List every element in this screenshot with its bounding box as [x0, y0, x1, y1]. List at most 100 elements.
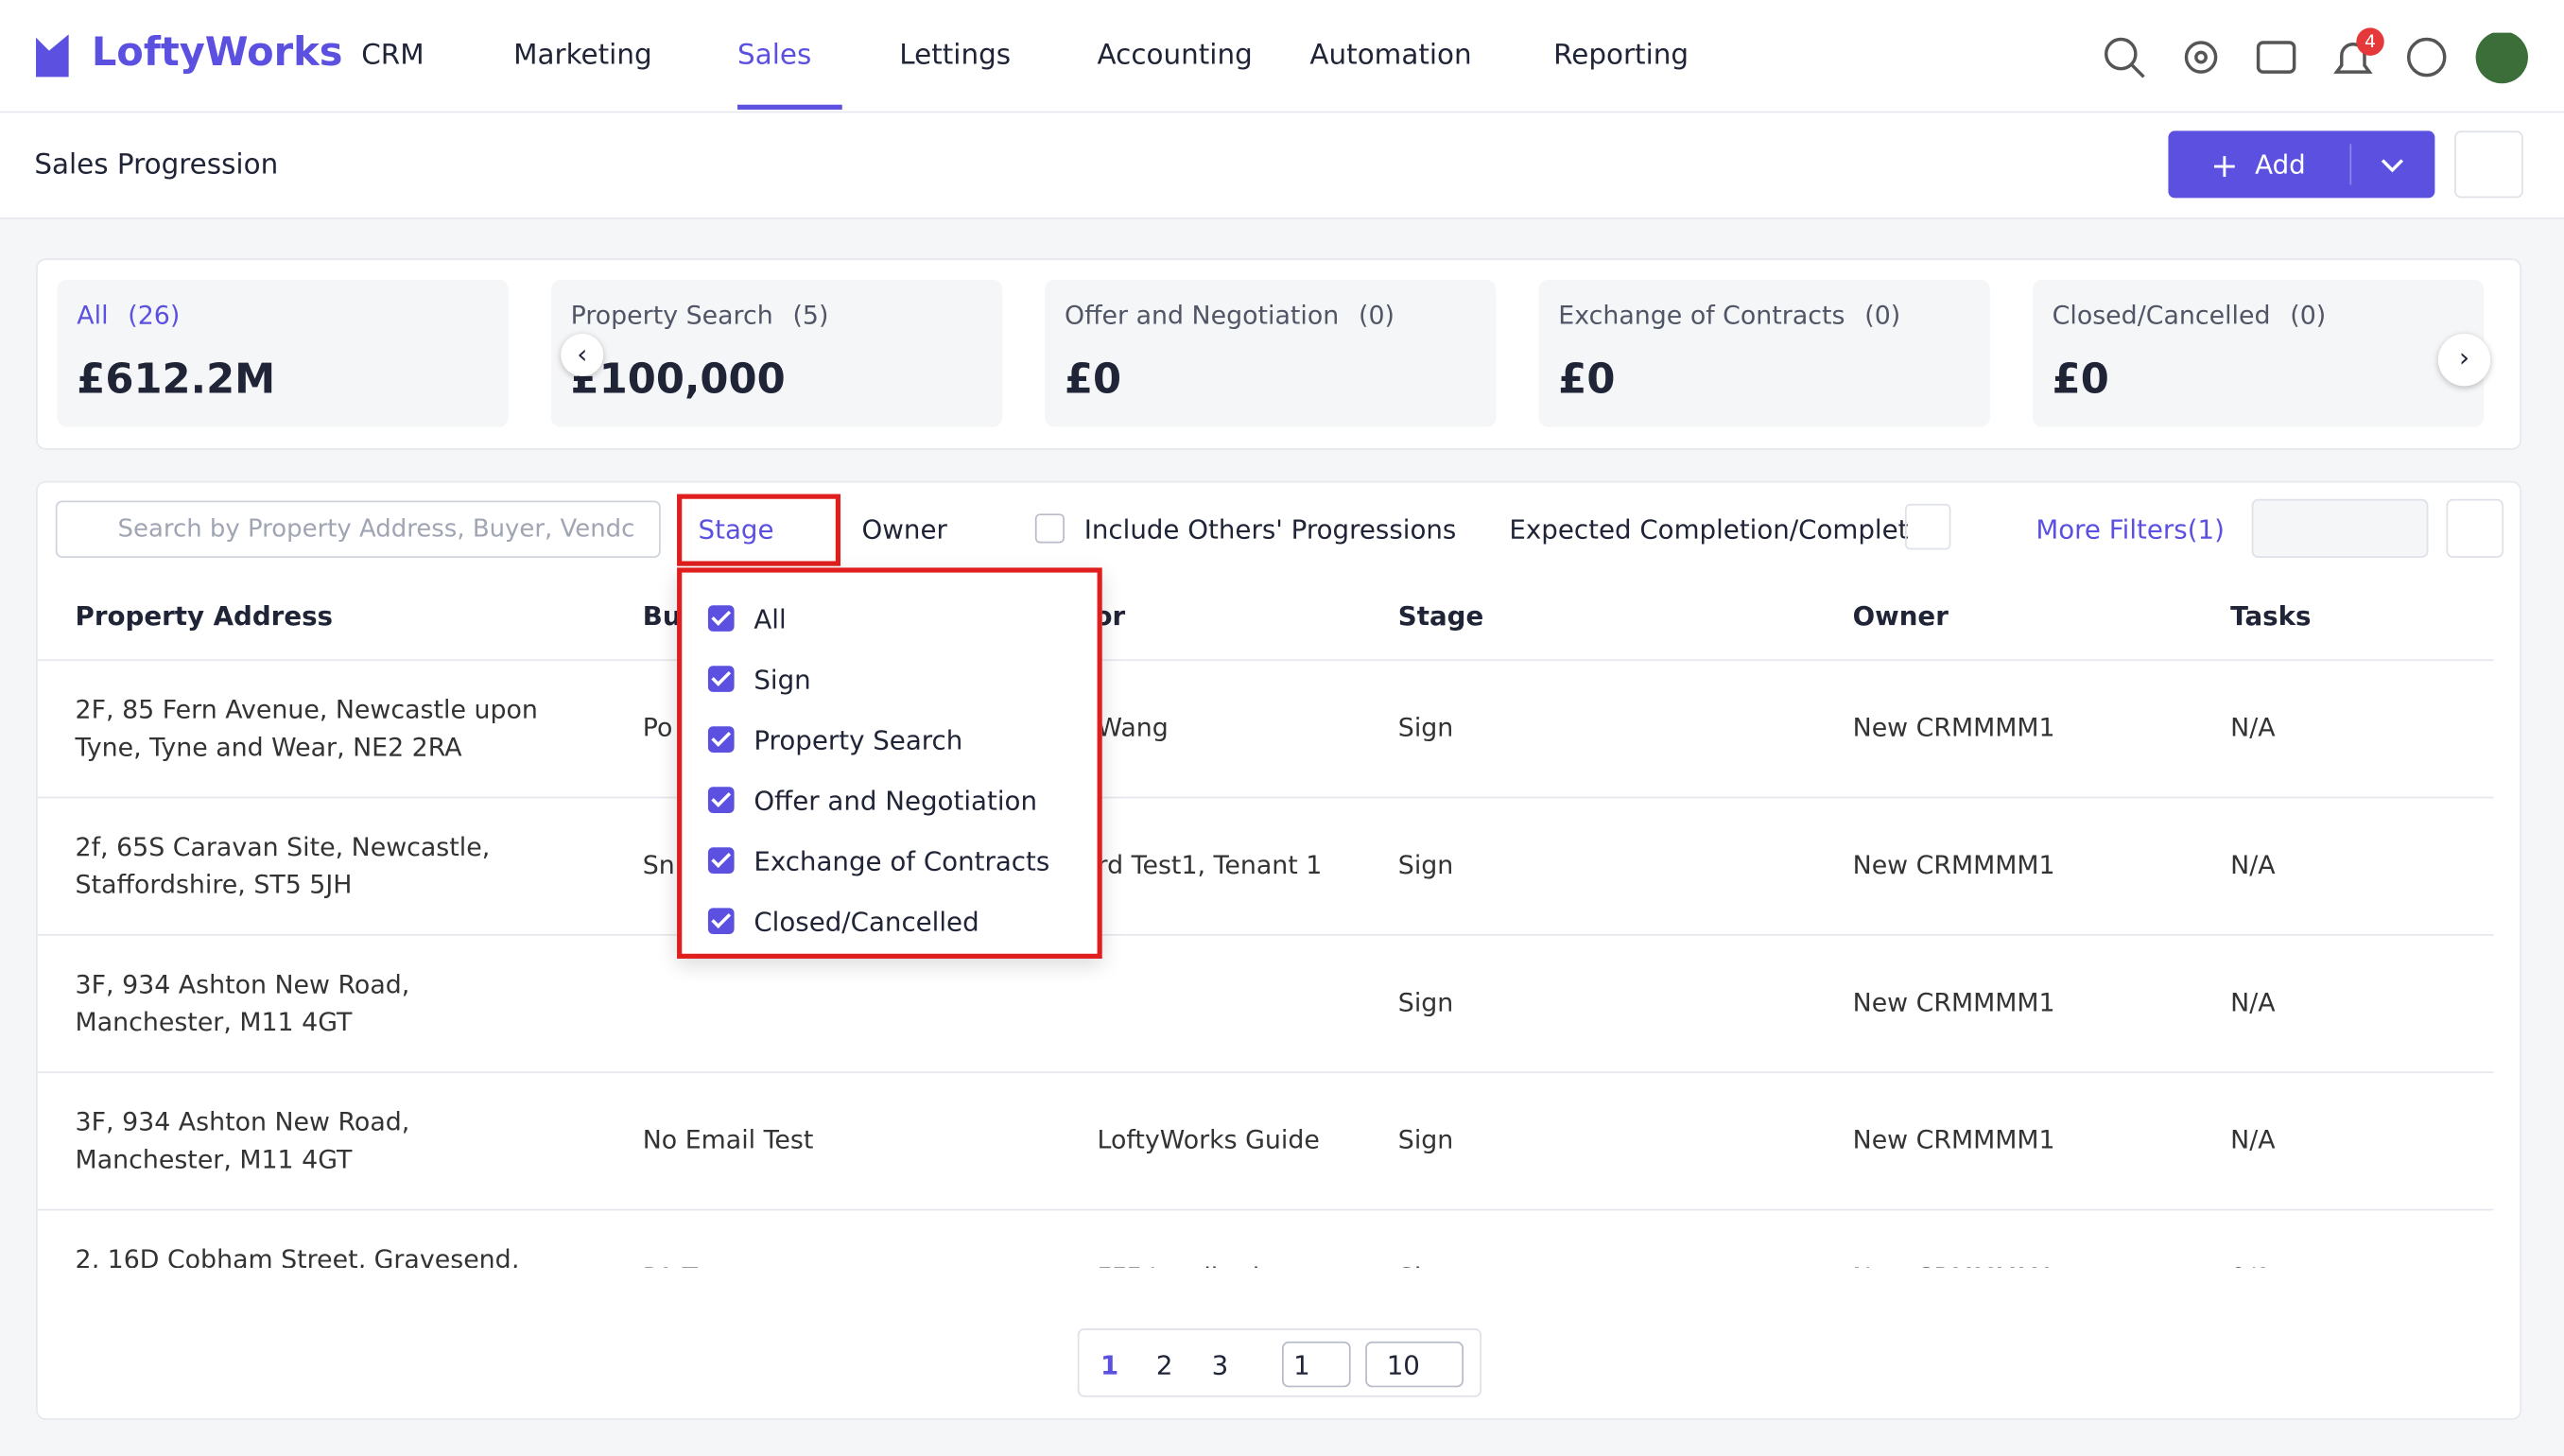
dropdown-option[interactable]: Closed/Cancelled: [707, 903, 979, 939]
menu-item[interactable]: Marketing: [513, 39, 652, 73]
more-filters[interactable]: More Filters(1): [2036, 513, 2225, 546]
pagination-bar: 1 10 1 2 3: [37, 1267, 2521, 1419]
add-button[interactable]: + Add: [2168, 130, 2435, 199]
cell: N/A: [2230, 713, 2276, 743]
table-panel: Search by Property Address, Buyer, Vendc…: [36, 480, 2522, 1420]
dropdown-option[interactable]: Offer and Negotiation: [707, 782, 1037, 818]
cell: New CRMMMM1: [1852, 713, 2055, 743]
cell: New CRMMMM1: [1852, 850, 2055, 880]
next-arrow[interactable]: ›: [2437, 333, 2491, 387]
cell: 3F, 934 Ashton New Road, Manchester, M11…: [75, 1107, 410, 1175]
columns-button[interactable]: [2446, 498, 2504, 559]
stage-filter[interactable]: Stage: [677, 494, 841, 566]
owner-filter[interactable]: Owner: [861, 513, 947, 546]
menu-item[interactable]: Sales: [737, 39, 812, 73]
nav-icons: [2104, 32, 2528, 84]
menu-item[interactable]: Accounting: [1097, 39, 1253, 73]
stage-label: Closed/Cancelled (0): [2053, 301, 2327, 330]
menu-item[interactable]: Reporting: [1553, 39, 1689, 73]
column-header: Owner: [1852, 600, 1949, 632]
prev-arrow[interactable]: ‹: [561, 333, 604, 376]
table-row[interactable]: 3F, 934 Ashton New Road, Manchester, M11…: [37, 934, 2494, 1073]
stage-count: (0): [1864, 301, 1901, 331]
stage-label: Exchange of Contracts (0): [1558, 301, 1900, 330]
page-number[interactable]: 2: [1155, 1349, 1173, 1381]
checkbox: [707, 908, 735, 935]
search-box[interactable]: Search by Property Address, Buyer, Vendc: [55, 500, 661, 559]
option-label: Offer and Negotiation: [754, 784, 1037, 816]
stage-label: All (26): [77, 301, 180, 330]
stage-card[interactable]: Exchange of Contracts (0) £0: [1538, 279, 1990, 427]
menu-item[interactable]: Automation: [1309, 39, 1472, 73]
dropdown-option[interactable]: Exchange of Contracts: [707, 842, 1050, 878]
page-number[interactable]: 3: [1211, 1349, 1229, 1381]
cell: New CRMMMM1: [1852, 1125, 2055, 1155]
plus-icon: +: [2210, 145, 2239, 185]
cell: LoftyWorks Guide: [1097, 1125, 1320, 1155]
stage-count: (26): [128, 301, 181, 331]
menu-item[interactable]: Lettings: [899, 39, 1012, 73]
page-size-value: 10: [1386, 1349, 1420, 1381]
cell: N/A: [2230, 988, 2276, 1018]
option-label: Closed/Cancelled: [754, 905, 979, 937]
table-row[interactable]: 2F, 85 Fern Avenue, Newcastle upon Tyne,…: [37, 659, 2494, 798]
stage-cards: ‹ › All (26) £612.2M Property Search (5) £100…: [36, 258, 2522, 450]
stage-value: £0: [1064, 355, 1122, 403]
cell: No Email Test: [642, 1125, 814, 1155]
expected-filter[interactable]: Expected Completion/Complet: [1509, 513, 1909, 546]
include-checkbox[interactable]: [1034, 513, 1065, 544]
settings-button[interactable]: [2454, 130, 2523, 199]
logo-icon: [36, 34, 69, 78]
view-toggle[interactable]: [2251, 498, 2429, 559]
option-label: Property Search: [754, 723, 963, 755]
cell: Sign: [1397, 988, 1454, 1018]
option-label: Exchange of Contracts: [754, 844, 1050, 876]
column-header: Property Address: [75, 600, 334, 632]
table-row[interactable]: 2f, 65S Caravan Site, Newcastle, Staffor…: [37, 796, 2494, 936]
cell: rd Test1, Tenant 1: [1097, 850, 1323, 880]
dropdown-option[interactable]: All: [707, 600, 787, 636]
pagination: 1 10 1 2 3: [1077, 1328, 1482, 1397]
checkbox: [707, 726, 735, 753]
stage-value: £100,000: [570, 355, 786, 403]
stage-count: (0): [1359, 301, 1395, 331]
stage-label: Property Search (5): [571, 301, 829, 330]
stage-card[interactable]: All (26) £612.2M: [57, 279, 509, 427]
cell: Sign: [1397, 1125, 1454, 1155]
menu-item[interactable]: CRM: [361, 39, 424, 73]
checkbox: [707, 787, 735, 813]
dropdown-option[interactable]: Sign: [707, 661, 811, 697]
column-header: Stage: [1397, 600, 1484, 632]
cell: Sign: [1397, 850, 1454, 880]
expand-button[interactable]: [1904, 503, 1951, 550]
cell: N/A: [2230, 1125, 2276, 1155]
stage-card[interactable]: Closed/Cancelled (0) £0: [2032, 279, 2485, 427]
checkbox: [707, 605, 735, 632]
page-input[interactable]: 1: [1282, 1341, 1351, 1388]
cell: 2F, 85 Fern Avenue, Newcastle upon Tyne,…: [75, 695, 538, 763]
option-label: All: [754, 602, 787, 634]
stage-name: Property Search: [570, 301, 773, 331]
stage-count: (5): [792, 301, 829, 331]
add-label: Add: [2255, 148, 2306, 181]
dropdown-option[interactable]: Property Search: [707, 721, 963, 757]
option-label: Sign: [754, 663, 811, 695]
logo: LoftyWorks: [91, 29, 343, 76]
table-row[interactable]: 3F, 934 Ashton New Road, Manchester, M11…: [37, 1071, 2494, 1210]
divider: [2349, 144, 2352, 185]
page-number[interactable]: 1: [1100, 1349, 1119, 1381]
stage-card[interactable]: Property Search (5) £100,000: [550, 279, 1003, 427]
notification-badge: 4: [2356, 27, 2384, 56]
stage-value: £0: [2052, 355, 2109, 403]
page-size[interactable]: 10: [1365, 1341, 1464, 1388]
chevron: [2381, 159, 2404, 173]
cell: Sign: [1397, 713, 1454, 743]
stage-card[interactable]: Offer and Negotiation (0) £0: [1045, 279, 1497, 427]
page-input-value: 1: [1293, 1349, 1310, 1381]
stage-count: (0): [2290, 301, 2327, 331]
top-nav: LoftyWorks 4: [0, 0, 2564, 113]
stage-name: Offer and Negotiation: [1064, 301, 1340, 331]
stage-label: Offer and Negotiation (0): [1065, 301, 1395, 330]
cell: N/A: [2230, 850, 2276, 880]
checkbox: [707, 847, 735, 874]
